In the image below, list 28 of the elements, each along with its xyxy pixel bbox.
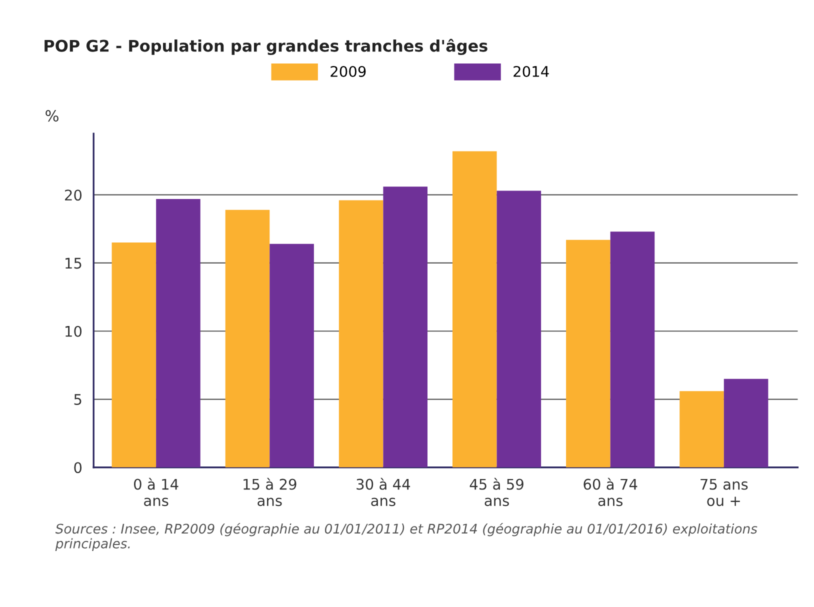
y-axis-title: % <box>46 110 58 122</box>
bar <box>566 240 610 468</box>
x-tick-label: 75 ans ou + <box>700 478 748 506</box>
x-tick-label: 0 à 14 ans <box>134 478 178 506</box>
bar <box>270 244 314 468</box>
chart-title: POP G2 - Population par grandes tranches d'âges <box>44 38 488 56</box>
bar <box>724 378 768 468</box>
bar <box>452 151 497 468</box>
bar <box>496 190 542 468</box>
y-tick-label: 5 <box>74 394 82 406</box>
bar <box>156 198 200 468</box>
bar <box>680 391 724 468</box>
x-tick-label: 60 à 74 ans <box>584 478 638 506</box>
y-tick-label: 20 <box>65 190 82 201</box>
bar <box>338 200 384 468</box>
y-tick-label: 15 <box>66 258 82 269</box>
y-tick-label: 10 <box>66 326 82 337</box>
y-tick-label: 0 <box>74 462 82 474</box>
x-tick-label: 30 à 44 ans <box>356 478 410 506</box>
x-tick-label: 45 à 59 ans <box>470 478 524 506</box>
legend-label: 2014 <box>514 66 549 77</box>
legend-label: 2009 <box>330 66 366 77</box>
bar <box>610 232 655 468</box>
source-note: Sources : Insee, RP2009 (géographie au 01/01/2011) et RP2014 (géographie au 01/01/2016) exploitations principales. <box>55 522 758 552</box>
x-tick-label: 15 à 29 ans <box>244 478 296 506</box>
bar <box>112 242 156 468</box>
bar <box>225 210 270 468</box>
bar <box>383 186 428 468</box>
